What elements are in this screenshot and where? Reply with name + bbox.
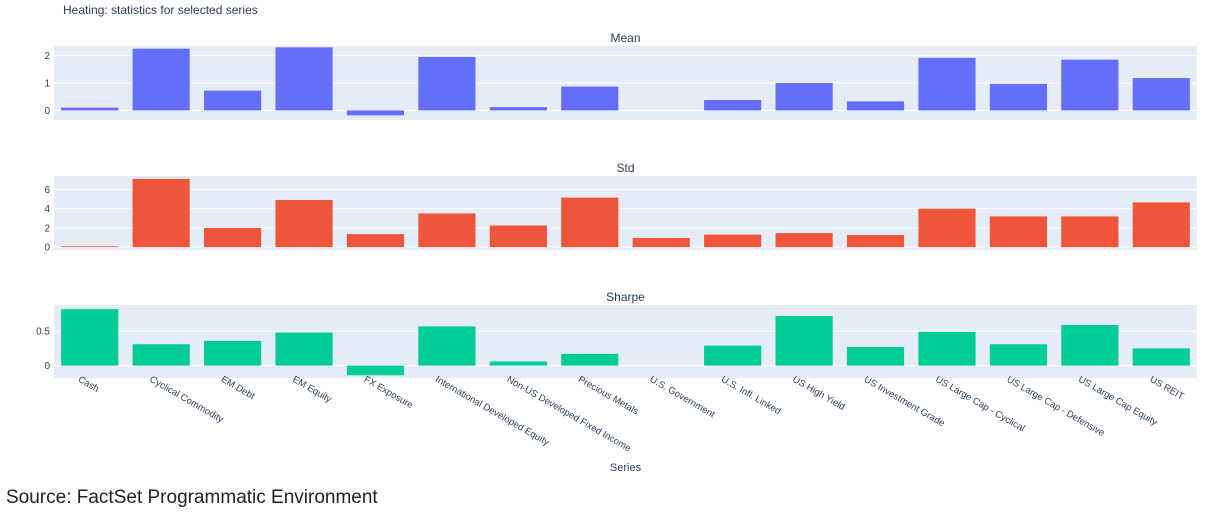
std-bar <box>346 234 405 248</box>
sharpe-y-tick-label: 0 <box>44 361 50 372</box>
sharpe-bar <box>561 353 619 366</box>
std-bar <box>275 200 333 248</box>
sharpe-y-tick-label: 0.5 <box>36 327 50 338</box>
std-bar <box>561 197 619 248</box>
mean-bar <box>346 110 405 116</box>
x-tick-label: Non-US Developed Fixed Income <box>505 374 633 454</box>
source-note: Source: FactSet Programmatic Environment <box>6 487 378 508</box>
mean-bar <box>704 99 762 111</box>
sharpe-bar <box>704 345 762 366</box>
x-tick-label: Precious Metals <box>576 374 640 417</box>
x-tick-label: International Developed Equity <box>433 374 551 448</box>
sharpe-bar <box>418 326 476 366</box>
x-tick-label: US REIT <box>1148 374 1186 402</box>
mean-bar <box>989 83 1047 111</box>
sharpe-bar <box>1061 324 1119 366</box>
mean-y-tick-label: 0 <box>44 106 50 117</box>
mean-bar <box>846 101 905 111</box>
sharpe-bar <box>918 331 976 366</box>
chart-figure: Heating: statistics for selected series 0… <box>36 3 1197 474</box>
x-axis-label: Series <box>610 462 642 474</box>
x-tick-label: FX Exposure <box>362 374 415 411</box>
sharpe-bar <box>204 340 262 366</box>
x-tick-label: US High Yield <box>790 374 846 413</box>
mean-bar <box>1061 59 1119 111</box>
mean-y-tick-label: 2 <box>44 51 50 62</box>
std-bar <box>1132 202 1190 248</box>
std-bar <box>775 233 833 248</box>
mean-bar <box>418 56 476 111</box>
mean-bar <box>918 57 976 111</box>
mean-bar <box>1132 78 1190 111</box>
sharpe-bar <box>61 309 119 366</box>
std-bar <box>132 178 190 248</box>
mean-bar <box>132 48 190 111</box>
std-y-tick-label: 4 <box>44 204 50 215</box>
sharpe-bar <box>275 332 333 366</box>
x-tick-label: Cyclical Commodity <box>148 374 226 425</box>
sharpe-bar <box>989 344 1047 366</box>
std-bar <box>61 246 119 248</box>
mean-panel-title: Mean <box>610 31 640 45</box>
sharpe-bar <box>846 347 905 366</box>
mean-bar <box>489 107 547 111</box>
sharpe-bar <box>346 365 405 376</box>
mean-y-tick-label: 1 <box>44 79 50 90</box>
x-tick-label: EM Debt <box>219 374 257 402</box>
std-bar <box>489 225 547 248</box>
x-tick-label: U.S. Infl. Linked <box>719 374 783 417</box>
mean-bar <box>204 90 262 111</box>
std-bar <box>632 237 690 248</box>
mean-bar <box>561 86 619 111</box>
std-bar <box>989 216 1047 248</box>
mean-bar <box>275 47 333 111</box>
sharpe-bar <box>775 316 833 366</box>
std-bar <box>418 213 476 248</box>
std-bar <box>846 235 905 248</box>
std-y-tick-label: 6 <box>44 185 50 196</box>
std-y-tick-label: 2 <box>44 223 50 234</box>
std-y-tick-label: 0 <box>44 243 50 254</box>
sharpe-panel-title: Sharpe <box>606 290 645 304</box>
std-bar <box>918 208 976 248</box>
mean-bar <box>775 83 833 111</box>
sharpe-bar <box>1132 348 1190 366</box>
sharpe-bar <box>132 344 190 366</box>
chart-title: Heating: statistics for selected series <box>63 3 258 17</box>
std-panel-title: Std <box>616 161 634 175</box>
std-bar <box>704 234 762 248</box>
x-tick-label: U.S. Government <box>648 374 717 420</box>
std-bar <box>204 227 262 248</box>
x-tick-label: EM Equity <box>290 374 333 405</box>
std-bar <box>1061 216 1119 248</box>
mean-bar <box>61 107 119 111</box>
sharpe-bar <box>489 361 547 366</box>
